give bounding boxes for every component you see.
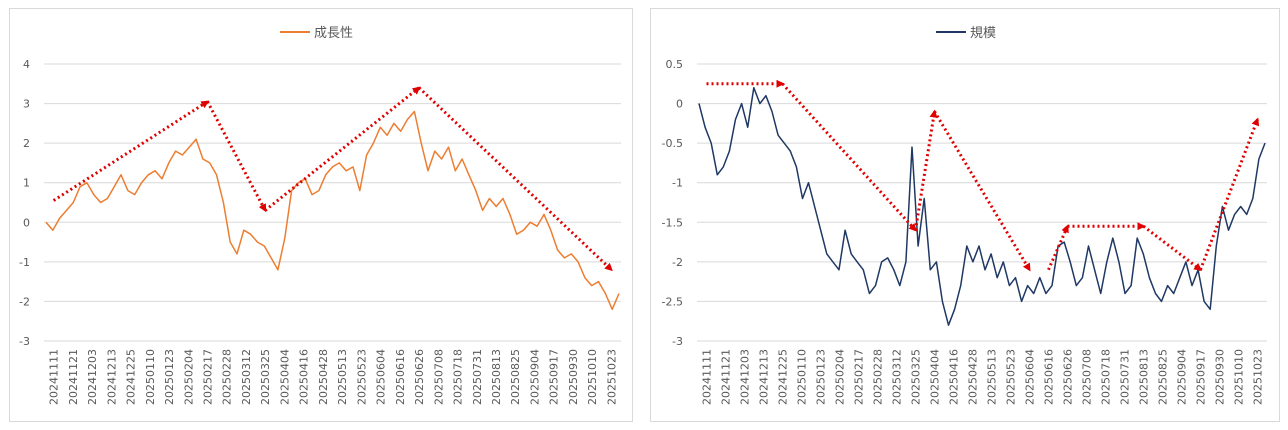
x-tick-label: 20250626 (413, 349, 426, 405)
growth-line-chart: 4 3 2 1 0 -1 -2 -3 20241111 20241121 20241203 20241… (19, 26, 621, 405)
legend-label: 規模 (970, 26, 996, 41)
x-tick-label: 20250204 (834, 349, 847, 405)
x-tick-label: 20250718 (452, 349, 465, 405)
y-tick-label: 4 (23, 58, 30, 71)
x-tick-label: 20250428 (317, 349, 330, 405)
x-tick-label: 20250123 (163, 349, 176, 405)
x-tick-label: 20250204 (182, 349, 195, 405)
y-tick-label: 1 (23, 177, 30, 190)
x-tick-label: 20250813 (1138, 349, 1151, 405)
series-line (45, 110, 620, 311)
trend-arrow (1142, 225, 1203, 271)
y-tick-label: -2 (19, 295, 30, 308)
trend-arrow (781, 82, 917, 232)
x-tick-label: 20250917 (1195, 349, 1208, 405)
trend-arrow (914, 109, 938, 231)
x-tick-label: 20250930 (1214, 349, 1227, 405)
x-tick-label: 20250523 (1005, 349, 1018, 405)
y-tick-label: -1.5 (662, 216, 683, 229)
x-tick-label: 20251010 (1233, 349, 1246, 405)
x-tick-label: 20250312 (891, 349, 904, 405)
x-tick-label: 20241203 (739, 349, 752, 405)
x-tick-label: 20241111 (48, 349, 61, 405)
x-tick-label: 20250731 (1119, 349, 1132, 405)
x-tick-label: 20250428 (967, 349, 980, 405)
x-tick-label: 20241213 (105, 349, 118, 405)
y-tick-label: 3 (23, 98, 30, 111)
x-tick-label: 20241203 (86, 349, 99, 405)
trend-arrow (1199, 117, 1260, 271)
x-tick-label: 20250904 (1176, 349, 1189, 405)
growth-chart-panel: 4 3 2 1 0 -1 -2 -3 20241111 20241121 20241203 20241… (9, 8, 633, 422)
x-tick-label: 20250904 (528, 349, 541, 405)
y-tick-label: -2 (672, 256, 683, 269)
y-tick-label: -3 (672, 335, 683, 348)
x-tick-label: 20250708 (432, 349, 445, 405)
scale-chart-panel: 0.5 0 -0.5 -1 -1.5 -2 -2.5 -3 20241111 20241121 20… (650, 8, 1280, 422)
x-tick-label: 20250416 (298, 349, 311, 405)
y-tick-label: -2.5 (662, 295, 683, 308)
trend-arrow (52, 100, 210, 202)
x-tick-label: 20250825 (509, 349, 522, 405)
x-tick-label: 20250228 (872, 349, 885, 405)
x-tick-label: 20250325 (910, 349, 923, 405)
y-tick-label: -0.5 (662, 137, 683, 150)
x-tick-label: 20241225 (777, 349, 790, 405)
x-tick-label: 20250616 (394, 349, 407, 405)
y-tick-label: -3 (19, 335, 30, 348)
x-tick-label: 20250708 (1081, 349, 1094, 405)
x-tick-label: 20250217 (853, 349, 866, 405)
x-tick-label: 20250731 (471, 349, 484, 405)
x-tick-label: 20250626 (1062, 349, 1075, 405)
x-tick-label: 20250404 (929, 349, 942, 405)
x-tick-label: 20241121 (720, 349, 733, 405)
x-tick-label: 20250110 (144, 349, 157, 405)
x-tick-label: 20250616 (1043, 349, 1056, 405)
y-tick-label: 0 (23, 216, 30, 229)
x-tick-label: 20250513 (986, 349, 999, 405)
y-tick-label: -1 (672, 177, 683, 190)
x-tick-label: 20241213 (758, 349, 771, 405)
x-tick-label: 20250123 (815, 349, 828, 405)
y-tick-label: 0 (676, 98, 683, 111)
x-tick-label: 20250604 (1024, 349, 1037, 405)
x-tick-label: 20250523 (355, 349, 368, 405)
trend-arrow (418, 86, 613, 272)
series-line (698, 86, 1266, 326)
y-tick-label: 2 (23, 137, 30, 150)
x-tick-label: 20251023 (605, 349, 618, 405)
x-tick-label: 20250325 (259, 349, 272, 405)
x-tick-label: 20250513 (336, 349, 349, 405)
x-tick-label: 20251010 (586, 349, 599, 405)
scale-line-chart: 0.5 0 -0.5 -1 -1.5 -2 -2.5 -3 20241111 20241121 20… (662, 26, 1267, 405)
x-tick-label: 20250718 (1100, 349, 1113, 405)
x-tick-label: 20250917 (548, 349, 561, 405)
x-tick-label: 20241225 (125, 349, 138, 405)
x-tick-label: 20250416 (948, 349, 961, 405)
x-tick-label: 20250404 (278, 349, 291, 405)
x-tick-label: 20251023 (1252, 349, 1265, 405)
trend-arrow (264, 86, 421, 212)
x-tick-label: 20250825 (1157, 349, 1170, 405)
x-tick-label: 20250312 (240, 349, 253, 405)
y-tick-label: 0.5 (666, 58, 684, 71)
x-tick-label: 20241121 (67, 349, 80, 405)
legend-label: 成長性 (314, 26, 353, 41)
y-tick-label: -1 (19, 256, 30, 269)
trend-arrow (933, 110, 1031, 272)
x-tick-label: 20241111 (701, 349, 714, 405)
x-tick-label: 20250813 (490, 349, 503, 405)
trend-arrow (206, 100, 267, 213)
x-tick-label: 20250604 (375, 349, 388, 405)
x-tick-label: 20250217 (201, 349, 214, 405)
x-tick-label: 20250930 (567, 349, 580, 405)
x-tick-label: 20250228 (221, 349, 234, 405)
x-tick-label: 20250110 (796, 349, 809, 405)
